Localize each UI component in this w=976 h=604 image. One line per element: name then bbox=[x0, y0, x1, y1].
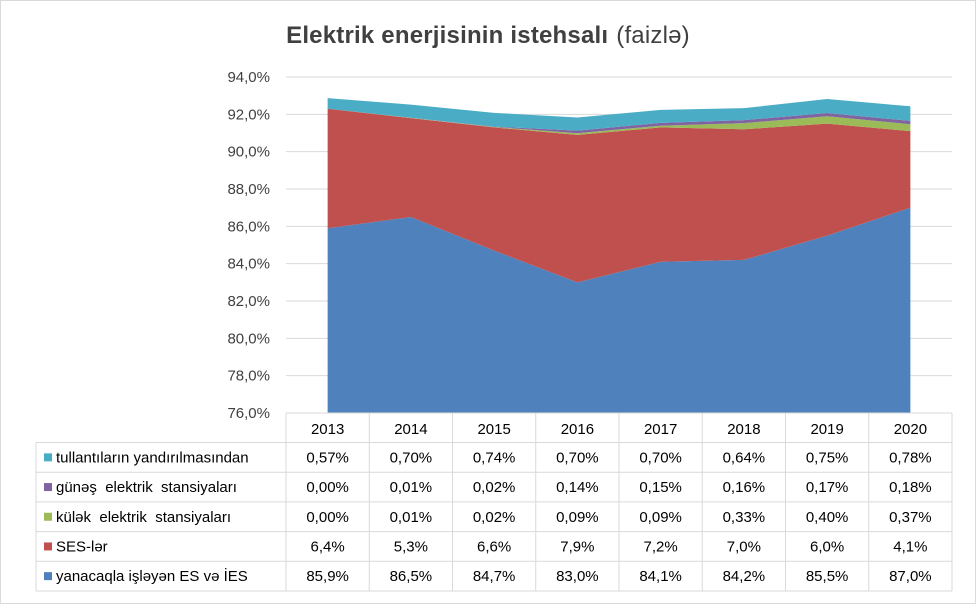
legend-swatch bbox=[44, 572, 52, 581]
x-category-label: 2017 bbox=[644, 421, 677, 438]
data-table-cell: 0,15% bbox=[639, 479, 682, 496]
data-table-cell: 84,1% bbox=[639, 568, 682, 585]
data-table-cell: 0,09% bbox=[556, 509, 599, 526]
data-table-cell: 0,09% bbox=[639, 509, 682, 526]
data-table-cell: 0,00% bbox=[306, 509, 349, 526]
data-table-cell: 6,4% bbox=[311, 538, 345, 555]
area-series-1 bbox=[327, 108, 911, 283]
data-table-cell: 85,9% bbox=[306, 568, 349, 585]
data-table-cell: 86,5% bbox=[390, 568, 433, 585]
x-category-label: 2020 bbox=[894, 421, 927, 438]
data-table-cell: 0,78% bbox=[889, 449, 932, 466]
data-table-cell: 0,01% bbox=[390, 509, 433, 526]
chart-title-sub: (faizlə) bbox=[616, 22, 690, 49]
data-table-cell: 0,18% bbox=[889, 479, 932, 496]
data-table-cell: 0,14% bbox=[556, 479, 599, 496]
chart-title: Elektrik enerjisinin istehsalı (faizlə) bbox=[0, 22, 976, 50]
data-table-cell: 0,33% bbox=[723, 509, 766, 526]
area-series-2 bbox=[327, 108, 911, 135]
x-category-label: 2013 bbox=[311, 421, 344, 438]
legend-label: SES-lər bbox=[56, 538, 108, 555]
area-series-3 bbox=[327, 108, 911, 134]
data-table-cell: 87,0% bbox=[889, 568, 932, 585]
legend-swatch bbox=[44, 512, 52, 521]
y-tick-label: 88,0% bbox=[227, 181, 270, 198]
y-tick-label: 92,0% bbox=[227, 106, 270, 123]
legend-label: yanacaqla işləyən ES və İES bbox=[56, 567, 248, 585]
data-table-cell: 0,40% bbox=[806, 509, 849, 526]
data-table-cell: 7,9% bbox=[560, 538, 594, 555]
data-table-cell: 0,64% bbox=[723, 449, 766, 466]
data-table-cell: 0,37% bbox=[889, 509, 932, 526]
data-table-cell: 4,1% bbox=[893, 538, 927, 555]
legend-swatch bbox=[44, 542, 52, 551]
data-table-cell: 0,01% bbox=[390, 479, 433, 496]
data-table-cell: 0,70% bbox=[556, 449, 599, 466]
data-table-cell: 0,17% bbox=[806, 479, 849, 496]
y-tick-label: 82,0% bbox=[227, 293, 270, 310]
y-tick-label: 80,0% bbox=[227, 330, 270, 347]
data-table-cell: 5,3% bbox=[394, 538, 428, 555]
data-table-cell: 6,6% bbox=[477, 538, 511, 555]
data-table-cell: 84,2% bbox=[723, 568, 766, 585]
x-category-label: 2018 bbox=[727, 421, 760, 438]
data-table-cell: 0,00% bbox=[306, 479, 349, 496]
y-tick-label: 90,0% bbox=[227, 144, 270, 161]
legend-swatch bbox=[44, 453, 52, 462]
x-category-label: 2015 bbox=[477, 421, 510, 438]
chart-title-main: Elektrik enerjisinin istehsalı bbox=[286, 22, 609, 49]
data-table-cell: 0,16% bbox=[723, 479, 766, 496]
y-tick-label: 84,0% bbox=[227, 256, 270, 273]
y-tick-label: 78,0% bbox=[227, 368, 270, 385]
legend-label: günəş elektrik stansiyaları bbox=[56, 479, 237, 496]
data-table-cell: 83,0% bbox=[556, 568, 599, 585]
data-table-cell: 0,70% bbox=[390, 449, 433, 466]
data-table-cell: 0,02% bbox=[473, 509, 516, 526]
x-category-label: 2019 bbox=[810, 421, 843, 438]
y-tick-label: 76,0% bbox=[227, 405, 270, 422]
area-series-4 bbox=[327, 98, 911, 131]
data-table-cell: 85,5% bbox=[806, 568, 849, 585]
data-table-cell: 6,0% bbox=[810, 538, 844, 555]
data-table-cell: 7,2% bbox=[644, 538, 678, 555]
y-tick-label: 94,0% bbox=[227, 69, 270, 86]
legend-label: tullantıların yandırılmasından bbox=[56, 449, 249, 466]
area-series-0 bbox=[327, 207, 911, 413]
data-table-cell: 0,70% bbox=[639, 449, 682, 466]
data-table-cell: 0,57% bbox=[306, 449, 349, 466]
data-table-cell: 0,74% bbox=[473, 449, 516, 466]
data-table-cell: 0,75% bbox=[806, 449, 849, 466]
data-table-cell: 0,02% bbox=[473, 479, 516, 496]
legend-swatch bbox=[44, 483, 52, 492]
x-category-label: 2016 bbox=[561, 421, 594, 438]
y-tick-label: 86,0% bbox=[227, 218, 270, 235]
data-table-cell: 7,0% bbox=[727, 538, 761, 555]
data-table-cell: 84,7% bbox=[473, 568, 516, 585]
x-category-label: 2014 bbox=[394, 421, 427, 438]
legend-label: külək elektrik stansiyaları bbox=[56, 509, 231, 526]
